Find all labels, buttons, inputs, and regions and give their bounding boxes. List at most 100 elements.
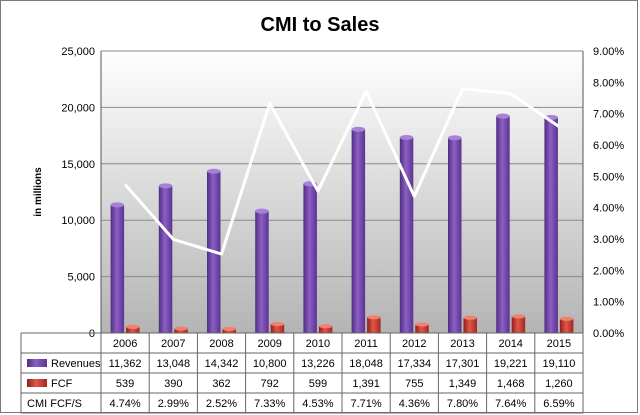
x-tick-label: 2015: [547, 338, 571, 350]
x-tick-label: 2006: [113, 338, 137, 350]
y2-tick-label: 4.00%: [593, 203, 624, 215]
y2-tick-label: 9.00%: [593, 46, 624, 58]
bar-revenues-cap: [496, 113, 510, 119]
y-tick-label: 5,000: [67, 272, 95, 284]
legend-label: Revenues: [51, 358, 101, 370]
data-label: 17,334: [397, 358, 431, 370]
bar-fcf: [367, 317, 381, 333]
bar-revenues: [158, 185, 173, 333]
data-label: 1,349: [449, 378, 477, 390]
data-label: 7.80%: [447, 398, 478, 410]
data-label: 539: [116, 378, 134, 390]
data-label: 11,362: [109, 358, 142, 370]
y-tick-label: 20,000: [61, 102, 95, 114]
legend-swatch-revenues: [27, 359, 47, 367]
bar-fcf: [463, 317, 477, 333]
bar-fcf: [270, 324, 285, 333]
data-label: 17,301: [446, 358, 480, 370]
y2-tick-label: 5.00%: [593, 171, 624, 183]
data-label: 19,221: [494, 358, 528, 370]
bar-revenues-cap: [255, 208, 269, 214]
data-label: 362: [212, 378, 230, 390]
data-label: 2.52%: [206, 398, 237, 410]
x-tick-label: 2012: [402, 338, 426, 350]
bar-fcf: [511, 316, 526, 333]
legend-swatch-fcf: [27, 379, 47, 387]
y-axis-label: in millions: [33, 167, 44, 217]
y2-tick-label: 6.00%: [593, 140, 624, 152]
chart-title: CMI to Sales: [261, 14, 380, 36]
x-tick-label: 2010: [306, 338, 330, 350]
bar-revenues: [110, 204, 125, 333]
x-tick-label: 2014: [498, 338, 522, 350]
bar-fcf-cap: [270, 322, 285, 327]
x-tick-label: 2009: [257, 338, 281, 350]
y-tick-label: 10,000: [61, 215, 95, 227]
data-label: 755: [405, 378, 423, 390]
bar-fcf-cap: [511, 314, 526, 319]
data-label: 4.36%: [399, 398, 430, 410]
bar-fcf: [318, 326, 333, 333]
y-tick-label: 15,000: [61, 159, 95, 171]
bar-revenues: [448, 137, 462, 333]
data-label: 7.33%: [254, 398, 285, 410]
data-label: 2.99%: [158, 398, 189, 410]
x-tick-label: 2013: [450, 338, 474, 350]
legend-label: CMI FCF/S: [27, 398, 82, 410]
data-label: 7.71%: [350, 398, 381, 410]
data-label: 7.64%: [495, 398, 526, 410]
bar-revenues: [303, 183, 317, 333]
bar-fcf-cap: [367, 315, 381, 320]
data-label: 6.59%: [543, 398, 574, 410]
line-series: [123, 87, 560, 256]
bar-fcf-cap: [463, 315, 477, 320]
bar-revenues-cap: [207, 168, 221, 174]
bar-fcf-cap: [174, 326, 188, 331]
x-tick-label: 2008: [209, 338, 233, 350]
bar-revenues-cap: [110, 202, 125, 208]
bar-revenues-cap: [351, 126, 366, 132]
bar-revenues-cap: [448, 135, 462, 141]
data-label: 390: [164, 378, 182, 390]
data-table: 2006 2007 2008 2009 2010 2011 2012 2013 2014 2015…: [20, 332, 584, 414]
bar-revenues-cap: [399, 134, 414, 140]
bar-fcf-cap: [415, 322, 429, 327]
y2-tick-label: 1.00%: [593, 297, 624, 309]
bar-fcf-cap: [126, 324, 140, 329]
data-label: 4.53%: [302, 398, 333, 410]
x-tick-label: 2011: [354, 338, 378, 350]
y2-tick-label: 2.00%: [593, 265, 624, 277]
bar-fcf-cap: [222, 326, 236, 331]
bar-revenues-cap: [158, 183, 173, 189]
bar-fcf-cap: [318, 324, 333, 329]
data-label: 10,800: [253, 358, 287, 370]
bar-revenues: [351, 129, 366, 333]
y2-tick-label: 7.00%: [593, 109, 624, 121]
data-label: 1,260: [545, 378, 573, 390]
data-label: 1,391: [352, 378, 380, 390]
bar-fcf: [174, 328, 188, 333]
data-label: 4.74%: [109, 398, 140, 410]
data-label: 599: [309, 378, 327, 390]
y2-tick-label: 3.00%: [593, 234, 624, 246]
data-label: 19,110: [542, 358, 575, 370]
data-label: 14,342: [205, 358, 239, 370]
data-label: 18,048: [349, 358, 383, 370]
bar-fcf: [222, 328, 236, 333]
bar-series: [110, 113, 574, 333]
x-tick-label: 2007: [161, 338, 185, 350]
data-label: 792: [261, 378, 279, 390]
data-label: 1,468: [497, 378, 525, 390]
data-label: 13,048: [156, 358, 190, 370]
y-tick-label: 25,000: [61, 46, 95, 58]
bar-fcf: [415, 324, 429, 333]
y2-tick-label: 8.00%: [593, 77, 624, 89]
bar-revenues: [255, 211, 269, 333]
y2-tick-label: 0.00%: [593, 328, 624, 340]
y-tick-label: 0: [89, 328, 95, 340]
bar-fcf-cap: [559, 316, 574, 321]
bar-fcf: [126, 326, 140, 333]
legend-label: FCF: [51, 378, 73, 390]
